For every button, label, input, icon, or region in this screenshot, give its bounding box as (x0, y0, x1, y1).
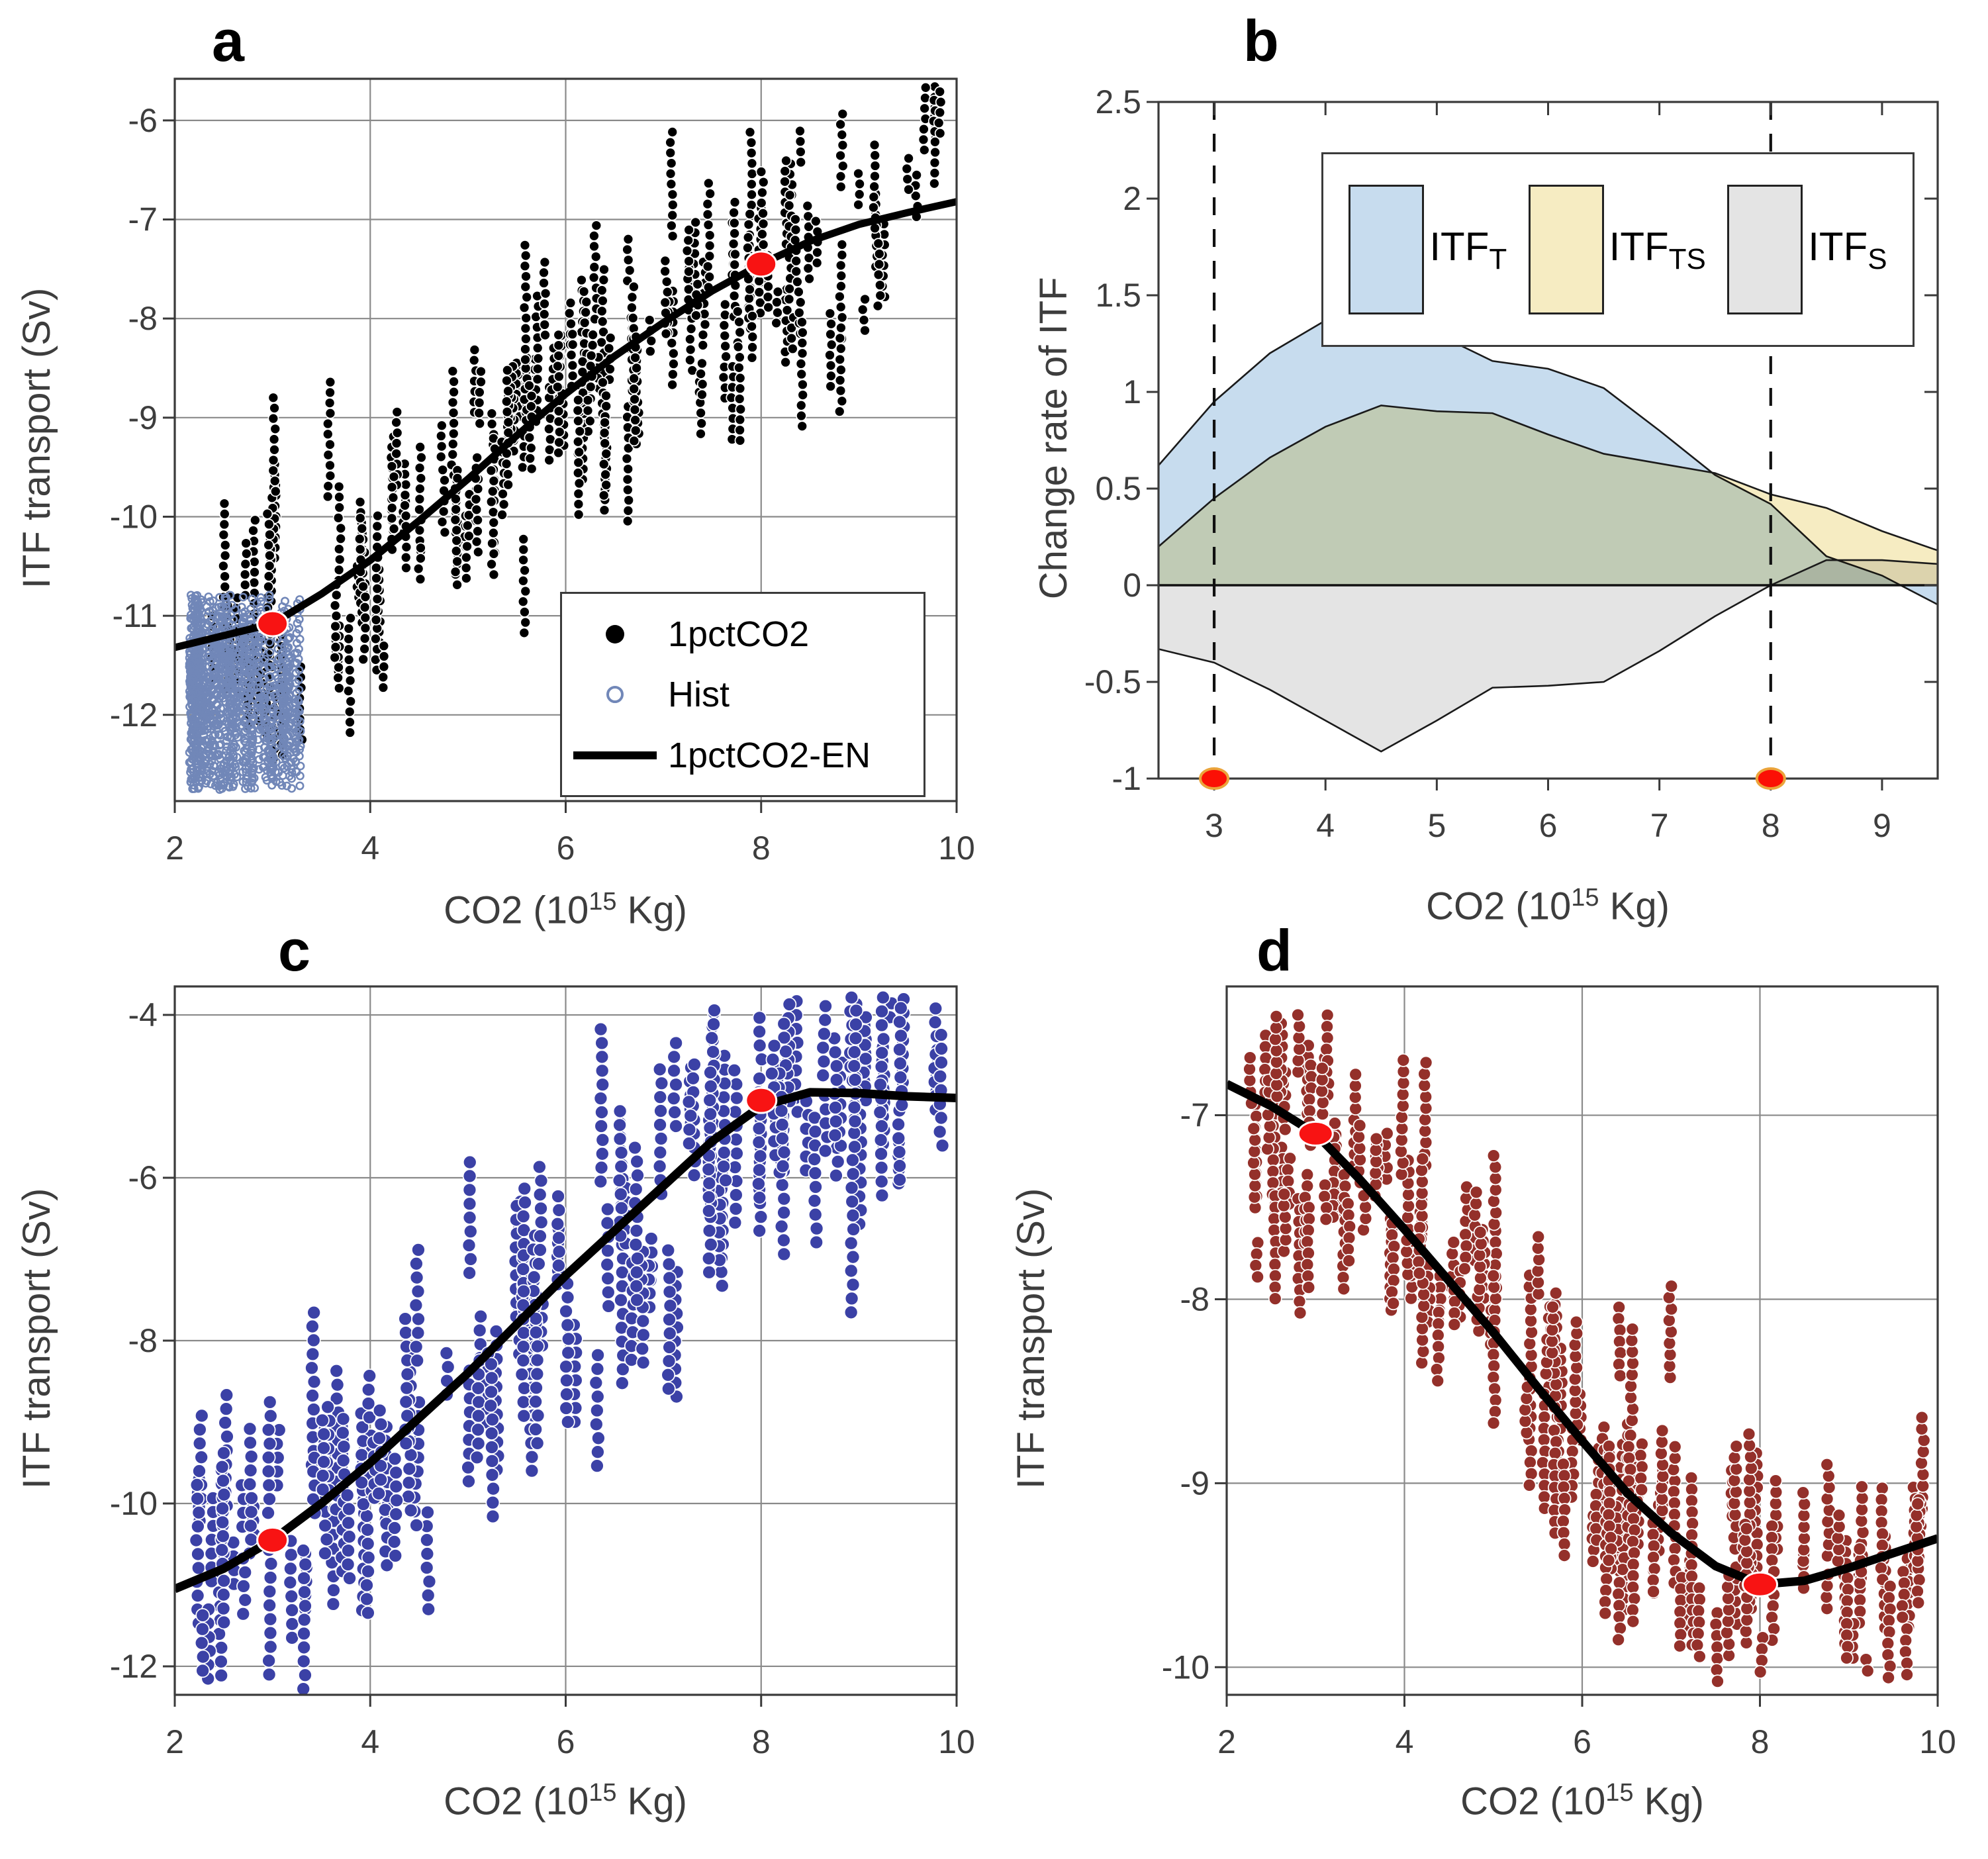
svg-text:-10: -10 (110, 1485, 158, 1522)
svg-text:-4: -4 (128, 996, 158, 1033)
svg-text:-8: -8 (128, 300, 158, 337)
scatter-hist (185, 591, 305, 794)
svg-text:2: 2 (1217, 1723, 1236, 1760)
ensemble-mean-curve (1227, 1080, 1938, 1589)
ensemble-mean-curve (175, 1088, 957, 1594)
legend-item-itf-s: ITFS (1727, 185, 1887, 314)
area-swatch-icon (1349, 185, 1425, 314)
svg-text:6: 6 (1573, 1723, 1591, 1760)
panel-d-title: d (1256, 918, 1292, 983)
ensemble-mean-curve (175, 198, 957, 651)
svg-text:8: 8 (752, 1723, 771, 1760)
panel-b-title: b (1243, 8, 1279, 73)
svg-text:3: 3 (1205, 807, 1223, 844)
svg-text:4: 4 (1316, 807, 1335, 844)
svg-text:2.5: 2.5 (1095, 83, 1141, 120)
panel-a-xlabel: CO2 (1015 Kg) (444, 888, 687, 932)
svg-text:10: 10 (1919, 1723, 1956, 1760)
svg-text:2: 2 (166, 1723, 184, 1760)
scatter-1pctco2-members (189, 990, 950, 1695)
panel-b-ylabel: Change rate of ITF (1032, 277, 1076, 600)
svg-text:6: 6 (1539, 807, 1558, 844)
open-circle-icon (606, 686, 624, 703)
panel-d-ylabel: ITF transport (Sv) (1010, 1188, 1053, 1490)
panel-b-legend: ITFT ITFTS ITFS (1321, 152, 1915, 347)
area-swatch-icon (1727, 185, 1803, 314)
svg-text:8: 8 (1762, 807, 1780, 844)
svg-text:4: 4 (1396, 1723, 1414, 1760)
area-swatch-icon (1528, 185, 1604, 314)
filled-dot-icon (606, 624, 624, 644)
svg-text:-6: -6 (128, 1159, 158, 1196)
svg-text:-8: -8 (128, 1322, 158, 1359)
svg-text:6: 6 (557, 1723, 575, 1760)
panel-c-xlabel: CO2 (1015 Kg) (444, 1779, 687, 1823)
panel-c-ylabel: ITF transport (Sv) (15, 1188, 59, 1490)
legend-item-itf-ts: ITFTS (1528, 185, 1706, 314)
panel-b: 3 4 5 6 7 8 9 2.5 2 1.5 1 0.5 0 -0.5 -1 (1084, 83, 1939, 844)
svg-text:8: 8 (1751, 1723, 1770, 1760)
legend-label: 1pctCO2 (668, 614, 810, 654)
svg-text:-0.5: -0.5 (1084, 663, 1141, 700)
svg-text:1: 1 (1123, 373, 1141, 410)
svg-text:8: 8 (752, 830, 771, 867)
svg-text:4: 4 (361, 1723, 379, 1760)
legend-item-1pctco2: 1pctCO2 (562, 614, 923, 655)
svg-text:-7: -7 (1180, 1097, 1209, 1134)
axis-red-dot (1199, 767, 1230, 790)
svg-text:-10: -10 (110, 498, 158, 535)
svg-text:-6: -6 (128, 102, 158, 139)
panel-d-xlabel: CO2 (1015 Kg) (1460, 1779, 1704, 1823)
svg-text:10: 10 (938, 1723, 975, 1760)
panel-c: 2 4 6 8 10 -4 -6 -8 -10 -12 (110, 985, 975, 1760)
highlight-marker (1742, 1571, 1778, 1597)
legend-item-1pctco2-en: 1pctCO2-EN (562, 735, 923, 776)
highlight-marker (745, 1086, 778, 1114)
svg-text:-12: -12 (110, 1648, 158, 1685)
svg-text:10: 10 (938, 830, 975, 867)
highlight-marker (1297, 1120, 1334, 1147)
panel-a-ylabel: ITF transport (Sv) (15, 287, 59, 589)
scatter-1pctco2-members (1243, 1008, 1931, 1688)
highlight-marker (256, 1526, 289, 1554)
svg-text:-11: -11 (112, 597, 158, 634)
panel-a-title: a (212, 8, 244, 73)
svg-text:4: 4 (361, 830, 379, 867)
legend-label: Hist (668, 675, 730, 714)
area-itf_s (1159, 560, 1938, 752)
svg-text:-12: -12 (110, 696, 158, 734)
svg-text:5: 5 (1427, 807, 1446, 844)
legend-item-itf-t: ITFT (1349, 185, 1507, 314)
svg-text:-1: -1 (1112, 760, 1141, 797)
panel-b-xlabel: CO2 (1015 Kg) (1426, 884, 1670, 928)
svg-text:6: 6 (557, 830, 575, 867)
svg-text:2: 2 (1123, 180, 1141, 217)
panel-a-legend: 1pctCO2 Hist 1pctCO2-EN (560, 592, 925, 797)
panel-c-title: c (278, 918, 310, 983)
svg-text:1.5: 1.5 (1095, 277, 1141, 314)
panel-d: 2 4 6 8 10 -7 -8 -9 -10 (1162, 985, 1956, 1760)
svg-text:-8: -8 (1180, 1280, 1209, 1317)
axis-red-dot (1755, 767, 1786, 790)
svg-text:-7: -7 (128, 201, 158, 238)
svg-text:0: 0 (1123, 567, 1141, 604)
legend-label: 1pctCO2-EN (668, 735, 871, 775)
svg-text:7: 7 (1650, 807, 1669, 844)
line-swatch-icon (573, 751, 657, 759)
svg-text:2: 2 (166, 830, 184, 867)
legend-item-hist: Hist (562, 674, 923, 715)
highlight-marker (745, 250, 778, 278)
highlight-marker (256, 610, 289, 638)
svg-text:-10: -10 (1162, 1648, 1209, 1686)
svg-text:-9: -9 (128, 399, 158, 436)
panel-a: 2 4 6 8 10 -6 -7 -8 -9 -10 -11 -12 (110, 77, 975, 867)
svg-text:9: 9 (1873, 807, 1891, 844)
svg-text:0.5: 0.5 (1095, 470, 1141, 507)
area-itf_ts (1159, 405, 1938, 585)
svg-text:-9: -9 (1180, 1464, 1209, 1502)
